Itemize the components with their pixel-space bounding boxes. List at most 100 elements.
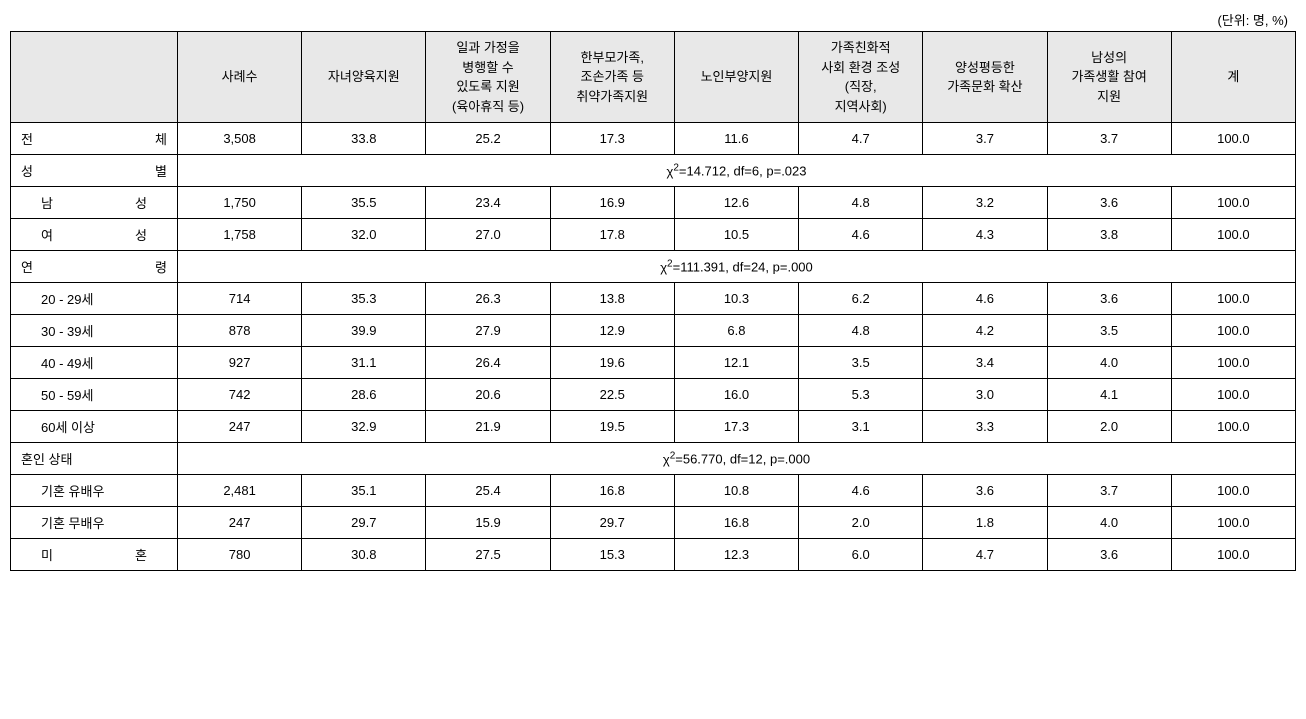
cell: 4.6 — [923, 283, 1047, 315]
cell: 17.8 — [550, 219, 674, 251]
row-label: 40 - 49세 — [11, 347, 178, 379]
df-val: 6 — [752, 164, 759, 179]
cell: 927 — [177, 347, 301, 379]
cell: 4.8 — [799, 315, 923, 347]
cell: 17.3 — [674, 411, 798, 443]
cell: 12.6 — [674, 187, 798, 219]
header-c5: 노인부양지원 — [674, 32, 798, 123]
data-table: 사례수 자녀양육지원 일과 가정을병행할 수있도록 지원(육아휴직 등) 한부모… — [10, 31, 1296, 571]
header-row: 사례수 자녀양육지원 일과 가정을병행할 수있도록 지원(육아휴직 등) 한부모… — [11, 32, 1296, 123]
cell: 2.0 — [1047, 411, 1171, 443]
cell: 2.0 — [799, 507, 923, 539]
cell: 3.7 — [923, 123, 1047, 155]
age-stat: χ2=111.391, df=24, p=.000 — [177, 251, 1295, 283]
cell: 16.8 — [550, 475, 674, 507]
cell: 100.0 — [1171, 283, 1295, 315]
cell: 3.1 — [799, 411, 923, 443]
cell: 28.6 — [302, 379, 426, 411]
cell: 3.5 — [1047, 315, 1171, 347]
age-row-40s: 40 - 49세 927 31.1 26.4 19.6 12.1 3.5 3.4… — [11, 347, 1296, 379]
gender-stat: χ2=14.712, df=6, p=.023 — [177, 155, 1295, 187]
cell: 3.8 — [1047, 219, 1171, 251]
cell: 32.9 — [302, 411, 426, 443]
cell: 3.6 — [923, 475, 1047, 507]
cell: 35.3 — [302, 283, 426, 315]
cell: 100.0 — [1171, 315, 1295, 347]
cell: 100.0 — [1171, 187, 1295, 219]
cell: 100.0 — [1171, 507, 1295, 539]
cell: 4.0 — [1047, 507, 1171, 539]
row-label: 20 - 29세 — [11, 283, 178, 315]
cell: 32.0 — [302, 219, 426, 251]
marital-header-row: 혼인 상태 χ2=56.770, df=12, p=.000 — [11, 443, 1296, 475]
row-label: 여 성 — [11, 219, 178, 251]
cell: 20.6 — [426, 379, 550, 411]
header-total: 계 — [1171, 32, 1295, 123]
cell: 29.7 — [550, 507, 674, 539]
marital-row-married-nospouse: 기혼 무배우 247 29.7 15.9 29.7 16.8 2.0 1.8 4… — [11, 507, 1296, 539]
cell: 35.5 — [302, 187, 426, 219]
df-val: 24 — [751, 260, 765, 275]
cell: 100.0 — [1171, 539, 1295, 571]
gender-label: 성 별 — [11, 155, 178, 187]
gender-header-row: 성 별 χ2=14.712, df=6, p=.023 — [11, 155, 1296, 187]
chi-sq-symbol: χ2 — [666, 164, 678, 179]
cell: 17.3 — [550, 123, 674, 155]
cell: 29.7 — [302, 507, 426, 539]
row-label: 남 성 — [11, 187, 178, 219]
cell: 4.8 — [799, 187, 923, 219]
cell: 3.7 — [1047, 123, 1171, 155]
age-row-50s: 50 - 59세 742 28.6 20.6 22.5 16.0 5.3 3.0… — [11, 379, 1296, 411]
cell: 16.9 — [550, 187, 674, 219]
cell: 11.6 — [674, 123, 798, 155]
cell: 4.1 — [1047, 379, 1171, 411]
age-row-20s: 20 - 29세 714 35.3 26.3 13.8 10.3 6.2 4.6… — [11, 283, 1296, 315]
cell: 1,750 — [177, 187, 301, 219]
cell: 10.5 — [674, 219, 798, 251]
marital-stat: χ2=56.770, df=12, p=.000 — [177, 443, 1295, 475]
header-c8: 남성의가족생활 참여지원 — [1047, 32, 1171, 123]
cell: 2,481 — [177, 475, 301, 507]
age-label: 연 령 — [11, 251, 178, 283]
cell: 4.0 — [1047, 347, 1171, 379]
header-c4: 한부모가족,조손가족 등취약가족지원 — [550, 32, 674, 123]
cell: 247 — [177, 411, 301, 443]
cell: 3.2 — [923, 187, 1047, 219]
chi-sq-symbol: χ2 — [660, 260, 672, 275]
header-cases: 사례수 — [177, 32, 301, 123]
cell: 3.7 — [1047, 475, 1171, 507]
marital-row-unmarried: 미 혼 780 30.8 27.5 15.3 12.3 6.0 4.7 3.6 … — [11, 539, 1296, 571]
cell: 100.0 — [1171, 219, 1295, 251]
cell: 6.2 — [799, 283, 923, 315]
cell: 100.0 — [1171, 123, 1295, 155]
cell: 4.3 — [923, 219, 1047, 251]
p-val: .000 — [787, 260, 812, 275]
cell: 714 — [177, 283, 301, 315]
cell: 27.0 — [426, 219, 550, 251]
row-label: 기혼 무배우 — [11, 507, 178, 539]
chi-sq-symbol: χ2 — [663, 452, 675, 467]
cell: 31.1 — [302, 347, 426, 379]
cell: 3.4 — [923, 347, 1047, 379]
cell: 3.6 — [1047, 187, 1171, 219]
cell: 3.5 — [799, 347, 923, 379]
cell: 3.6 — [1047, 283, 1171, 315]
age-row-60plus: 60세 이상 247 32.9 21.9 19.5 17.3 3.1 3.3 2… — [11, 411, 1296, 443]
cell: 3.3 — [923, 411, 1047, 443]
cell: 100.0 — [1171, 347, 1295, 379]
chi-sq-val: 111.391 — [680, 260, 725, 275]
p-val: .023 — [781, 164, 806, 179]
cell: 26.4 — [426, 347, 550, 379]
cell: 30.8 — [302, 539, 426, 571]
gender-row-male: 남 성 1,750 35.5 23.4 16.9 12.6 4.8 3.2 3.… — [11, 187, 1296, 219]
df-val: 12 — [748, 452, 762, 467]
cell: 13.8 — [550, 283, 674, 315]
cell: 12.3 — [674, 539, 798, 571]
gender-row-female: 여 성 1,758 32.0 27.0 17.8 10.5 4.6 4.3 3.… — [11, 219, 1296, 251]
cell: 27.9 — [426, 315, 550, 347]
header-c3: 일과 가정을병행할 수있도록 지원(육아휴직 등) — [426, 32, 550, 123]
cell: 742 — [177, 379, 301, 411]
cell: 16.8 — [674, 507, 798, 539]
header-c2: 자녀양육지원 — [302, 32, 426, 123]
cell: 15.3 — [550, 539, 674, 571]
